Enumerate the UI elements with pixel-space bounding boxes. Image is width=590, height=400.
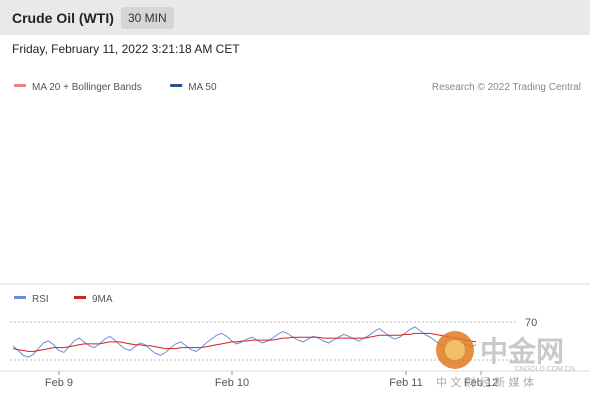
rsi-legend-swatch bbox=[74, 296, 86, 299]
watermark-logo-inner bbox=[445, 340, 465, 360]
x-tick-label: Feb 10 bbox=[215, 377, 249, 389]
instrument-title: Crude Oil (WTI) bbox=[12, 10, 114, 26]
chart-legend: MA 20 + Bollinger Bands MA 50 Research © 2… bbox=[14, 82, 581, 93]
rsi-legend-swatch bbox=[14, 296, 26, 299]
legend-swatch bbox=[170, 84, 183, 87]
x-tick-label: Feb 9 bbox=[45, 377, 73, 389]
watermark-url: CNGOLD.COM.CN bbox=[515, 366, 575, 373]
x-tick-label: Feb 11 bbox=[389, 377, 422, 389]
legend-label: MA 20 + Bollinger Bands bbox=[32, 82, 142, 93]
credit-label: Research © 2022 Trading Central bbox=[432, 82, 581, 93]
interval-button[interactable]: 30 MIN bbox=[121, 7, 174, 29]
rsi-legend-label: RSI bbox=[32, 294, 49, 305]
watermark-brand: 中金网 bbox=[480, 335, 564, 368]
rsi-panel: RSI 9MA 70 bbox=[10, 294, 537, 361]
legend-label: MA 50 bbox=[188, 82, 217, 93]
rsi-series-9ma bbox=[12, 332, 477, 352]
legend-swatch bbox=[14, 84, 26, 87]
report-datetime: Friday, February 11, 2022 3:21:18 AM CET bbox=[12, 42, 240, 56]
rsi-legend-label: 9MA bbox=[92, 294, 113, 305]
chart-header: Crude Oil (WTI) 30 MIN bbox=[0, 0, 590, 35]
chart-panel bbox=[0, 35, 590, 400]
rsi-reference-label: 70 bbox=[525, 317, 537, 329]
x-tick-label: Feb 12 bbox=[464, 377, 498, 389]
time-axis: Feb 9 Feb 10 Feb 11 Feb 12 bbox=[0, 283, 590, 389]
rsi-series-rsi bbox=[12, 326, 477, 358]
watermark-slogan: 中 文 财 经 新 媒 体 bbox=[436, 375, 534, 389]
